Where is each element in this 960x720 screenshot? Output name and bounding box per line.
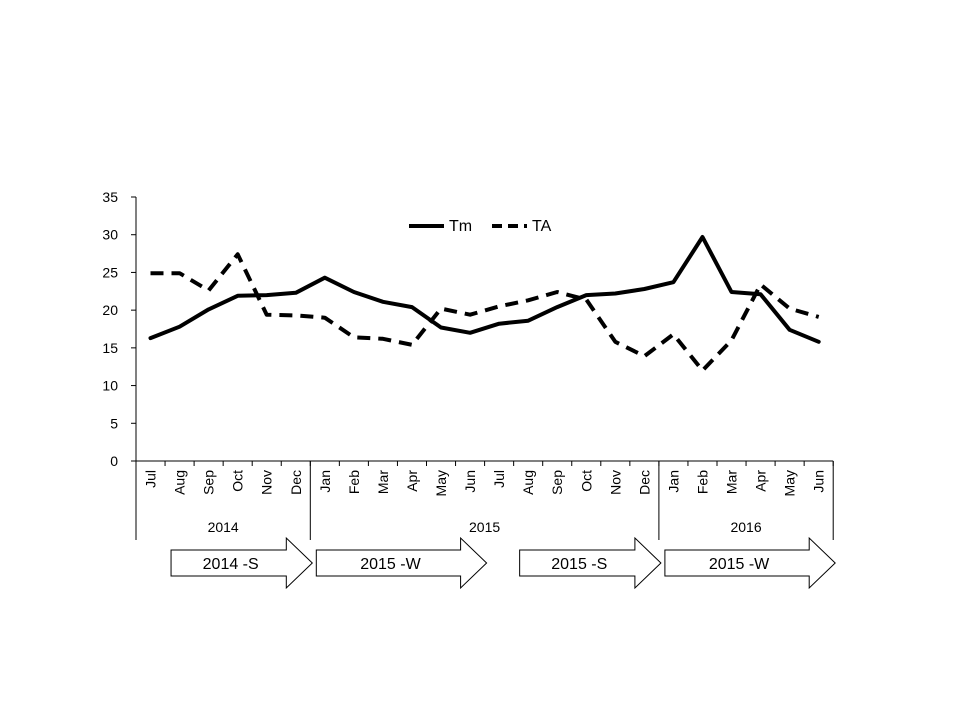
season-arrow (315, 536, 488, 590)
x-tick-label: Nov (259, 470, 275, 495)
x-tick-label: Mar (724, 470, 740, 494)
year-label: 2014 (208, 519, 239, 535)
season-arrow (664, 536, 836, 590)
x-tick-label: Sep (549, 470, 565, 495)
year-label: 2015 (469, 519, 500, 535)
y-tick-label: 0 (110, 453, 118, 469)
x-tick-label: Mar (375, 470, 391, 494)
x-tick-label: Aug (520, 470, 536, 495)
x-tick-label: Jul (491, 470, 507, 488)
season-arrow (519, 536, 662, 590)
x-tick-label: Oct (578, 470, 594, 492)
x-tick-label: Aug (172, 470, 188, 495)
y-tick-label: 20 (102, 302, 118, 318)
y-tick-label: 35 (102, 189, 118, 205)
year-label: 2016 (730, 519, 761, 535)
y-tick-label: 5 (110, 415, 118, 431)
series-line-ta (150, 252, 820, 373)
y-axis: 0 5 10 15 20 25 30 35 (102, 189, 137, 469)
x-tick-label: Nov (607, 470, 623, 495)
legend: Tm TA (409, 218, 552, 235)
legend-label-ta: TA (532, 218, 552, 235)
series-layer (148, 235, 821, 373)
season-label: 2015 -W (360, 556, 421, 573)
x-tick-label: Apr (753, 470, 769, 492)
x-tick-label: May (433, 470, 449, 496)
x-tick-label: Jul (143, 470, 159, 488)
x-tick-label: Jan (317, 470, 333, 493)
x-tick-label: Feb (346, 470, 362, 494)
season-label: 2014 -S (203, 556, 259, 573)
x-tick-label: Oct (230, 470, 246, 492)
y-tick-label: 15 (102, 340, 118, 356)
legend-label-tm: Tm (449, 218, 472, 235)
y-tick-label: 25 (102, 264, 118, 280)
x-tick-label: Feb (694, 470, 710, 494)
season-arrows: 2014 -S 2015 -W 2015 -S 2015 -W (170, 536, 836, 590)
y-tick-label: 30 (102, 227, 118, 243)
x-tick-label: Dec (636, 470, 652, 495)
series-line-tm (148, 235, 821, 344)
x-tick-label: Dec (288, 470, 304, 495)
season-label: 2015 -S (551, 556, 607, 573)
x-axis: Jul Aug Sep Oct Nov Dec Jan Feb Mar Apr May Jun Jul A… (135, 460, 834, 540)
y-tick-label: 10 (102, 378, 118, 394)
x-tick-label: Apr (404, 470, 420, 492)
x-tick-label: May (782, 470, 798, 496)
x-tick-label: Jan (665, 470, 681, 493)
season-label: 2015 -W (709, 556, 770, 573)
x-tick-label: Jun (462, 470, 478, 493)
x-tick-label: Sep (201, 470, 217, 495)
x-tick-label: Jun (811, 470, 827, 493)
season-arrow (170, 536, 314, 590)
